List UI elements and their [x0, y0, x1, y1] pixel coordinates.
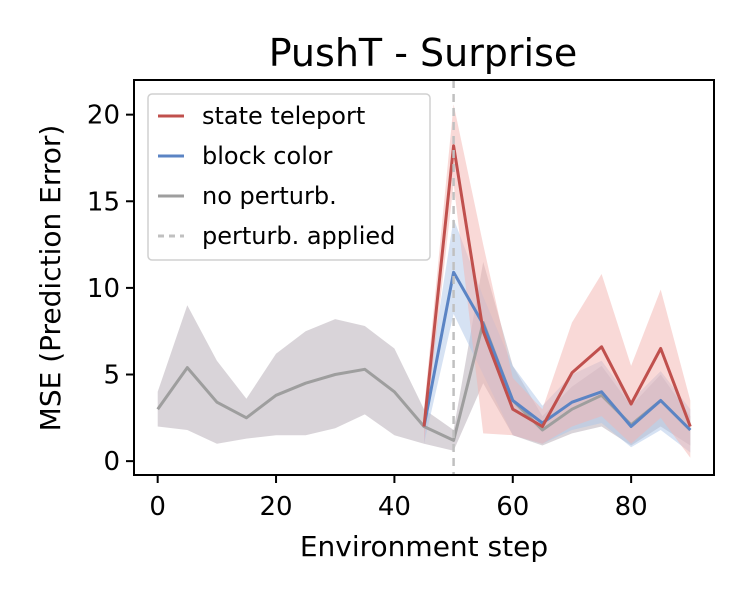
x-tick-label: 20: [259, 492, 292, 522]
plot-frame: [133, 79, 715, 476]
x-tick-label: 60: [496, 492, 529, 522]
legend-label: no perturb.: [202, 182, 337, 210]
legend: state teleport block color no perturb. pert…: [147, 93, 431, 261]
legend-box: [147, 93, 431, 261]
y-tick-label: 20: [87, 101, 120, 131]
y-axis-label: MSE (Prediction Error): [34, 125, 67, 432]
band-state-teleport: [424, 104, 691, 458]
y-tick-label: 0: [103, 447, 120, 477]
x-axis-ticks: 0 20 40 60 80: [149, 475, 648, 522]
x-tick-label: 0: [149, 492, 166, 522]
y-tick-label: 15: [87, 187, 120, 217]
y-tick-label: 10: [87, 274, 120, 304]
x-axis-label: Environment step: [300, 530, 548, 563]
y-tick-label: 5: [103, 361, 120, 391]
line-block-color: [422, 270, 692, 432]
legend-label: state teleport: [202, 102, 365, 130]
legend-label: perturb. applied: [202, 222, 395, 250]
y-axis-ticks: 0 5 10 15 20: [87, 101, 134, 477]
x-tick-label: 40: [378, 492, 411, 522]
x-tick-label: 80: [615, 492, 648, 522]
chart-title: PushT - Surprise: [269, 31, 578, 75]
line-state-teleport: [422, 144, 692, 428]
confidence-bands: [157, 104, 691, 458]
legend-label: block color: [202, 142, 333, 170]
series-lines: [156, 144, 692, 442]
